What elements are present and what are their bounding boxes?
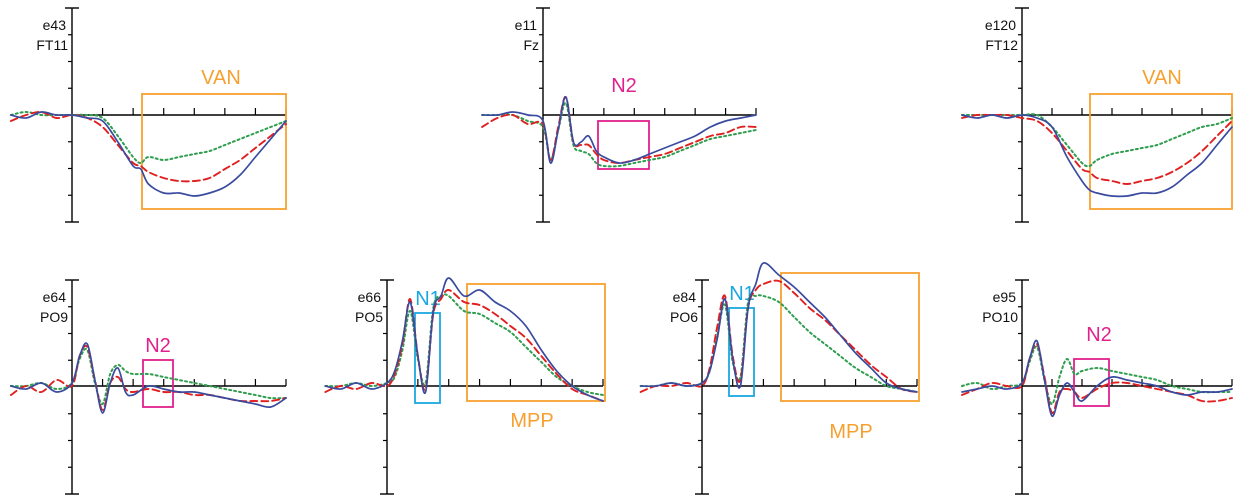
component-label-van: VAN (1142, 67, 1182, 89)
electrode-label: e120 (985, 17, 1016, 33)
electrode-label: e43 (43, 17, 67, 33)
waveform-series-2 (961, 342, 1233, 414)
waveform-series-1 (961, 339, 1233, 417)
waveform-series-1 (639, 262, 918, 393)
waveform-series-1 (10, 111, 287, 197)
component-label-n2: N2 (1086, 324, 1112, 346)
waveform-series-1 (961, 114, 1233, 198)
waveform-series-2 (639, 279, 918, 393)
waveform-series-3 (9, 111, 287, 164)
waveform-series-3 (481, 101, 757, 168)
component-box-mpp (780, 272, 920, 402)
site-label: Fz (523, 37, 539, 53)
waveform-series-2 (961, 113, 1233, 185)
component-box-mpp (466, 283, 606, 402)
electrode-label: e95 (993, 289, 1017, 305)
electrode-label: e66 (358, 289, 382, 305)
waveform-series-1 (324, 277, 604, 402)
component-label-mpp: MPP (510, 410, 553, 432)
waveform-series-1 (481, 96, 757, 164)
site-label: PO10 (982, 309, 1018, 325)
component-box-n2 (142, 359, 174, 408)
component-label-n2: N2 (611, 75, 637, 97)
component-box-n2 (1073, 358, 1110, 407)
site-label: PO6 (670, 309, 698, 325)
component-box-n2 (597, 120, 650, 170)
electrode-label: e64 (43, 289, 67, 305)
component-box-n1 (728, 307, 755, 397)
waveform-series-3 (9, 347, 287, 405)
component-box-van (1089, 93, 1233, 210)
erp-panel-e64: e64 PO9 N2 (9, 279, 287, 495)
component-box-n1 (414, 312, 441, 404)
component-label-mpp: MPP (829, 421, 872, 443)
site-label: FT11 (36, 37, 68, 53)
component-label-n2: N2 (145, 335, 171, 357)
waveform-series-1 (10, 342, 287, 414)
component-box-van (141, 93, 287, 210)
electrode-label: e11 (515, 17, 538, 33)
waveform-series-3 (961, 345, 1233, 406)
waveform-series-3 (639, 293, 918, 393)
erp-panel-e120: e120 FT12 VAN (961, 7, 1233, 223)
component-label-van: VAN (201, 67, 241, 89)
erp-panel-e43: e43 FT11 VAN (9, 7, 287, 223)
waveform-series-2 (9, 110, 287, 183)
erp-panel-e11: e11 Fz N2 (481, 7, 757, 223)
electrode-label: e84 (673, 289, 697, 305)
waveform-series-3 (961, 113, 1233, 168)
waveform-series-2 (324, 289, 604, 402)
site-label: PO5 (355, 309, 383, 325)
erp-panel-e95: e95 PO10 N2 (961, 279, 1233, 495)
site-label: PO9 (40, 309, 68, 325)
site-label: FT12 (985, 37, 1018, 53)
waveform-series-2 (481, 96, 757, 164)
